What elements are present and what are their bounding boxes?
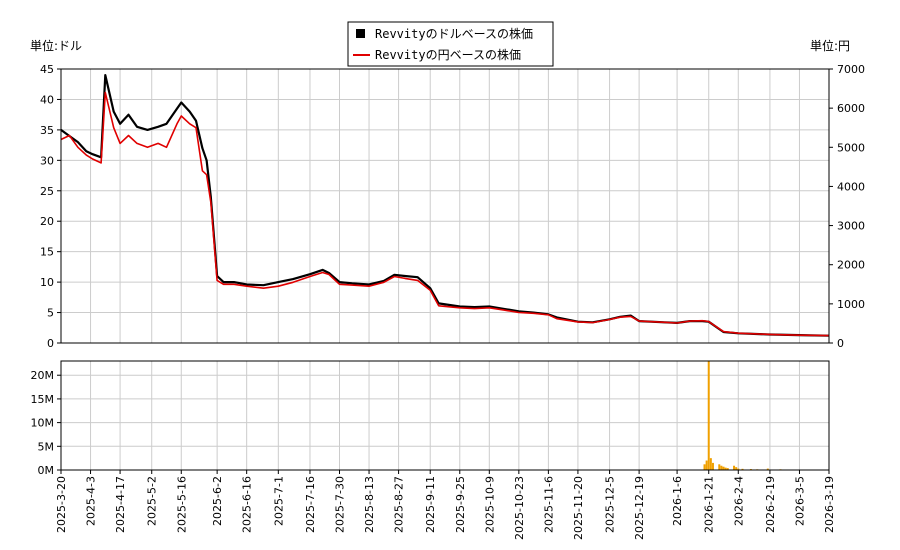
- x-tick-label: 2026-1-21: [703, 476, 716, 533]
- x-tick-label: 2025-3-20: [55, 476, 68, 533]
- left-tick-label: 10: [40, 276, 54, 289]
- plot-series: [60, 74, 830, 470]
- x-tick-label: 2025-7-1: [272, 476, 285, 526]
- x-tick-label: 2025-5-16: [175, 476, 188, 533]
- volume-plot-frame: [60, 360, 830, 471]
- legend: Revvityのドルベースの株価 Revvityの円ベースの株価: [347, 21, 554, 67]
- volume-bar: [726, 468, 729, 470]
- volume-bar: [737, 468, 740, 470]
- right-tick-label: 5000: [837, 141, 865, 154]
- axes: 2025-3-20 2025-4-3 2025-4-17 2025-5-2 2025-5…: [31, 63, 866, 540]
- volume-bar: [741, 468, 744, 470]
- legend-label-dollar: Revvityのドルベースの株価: [375, 26, 533, 41]
- x-tick-label: 2025-9-11: [424, 476, 437, 533]
- legend-marker-dollar: [356, 29, 365, 38]
- volume-tick-label: 20M: [31, 369, 55, 382]
- yen-price-line: [60, 91, 830, 337]
- volume-bar: [724, 467, 727, 470]
- volume-tick-label: 10M: [31, 417, 55, 430]
- x-tick-label: 2026-2-19: [764, 476, 777, 533]
- left-tick-label: 25: [40, 185, 54, 198]
- volume-tick-label: 15M: [31, 393, 55, 406]
- left-tick-label: 15: [40, 246, 54, 259]
- left-tick-label: 20: [40, 215, 54, 228]
- right-tick-label: 7000: [837, 63, 865, 76]
- volume-bar: [709, 458, 712, 470]
- x-tick-label: 2025-6-16: [241, 476, 254, 533]
- volume-bar: [733, 465, 736, 470]
- volume-bar: [722, 466, 725, 470]
- right-tick-label: 3000: [837, 220, 865, 233]
- x-tick-label: 2025-4-17: [114, 476, 127, 533]
- left-tick-label: 5: [47, 307, 54, 320]
- x-tick-label: 2025-11-20: [572, 476, 585, 540]
- left-tick-label: 0: [47, 337, 54, 350]
- volume-tick-label: 0M: [38, 464, 55, 477]
- volume-bar: [718, 464, 721, 470]
- x-tick-label: 2025-4-3: [85, 476, 98, 526]
- right-tick-label: 0: [837, 337, 844, 350]
- price-plot-frame: [60, 68, 830, 344]
- right-tick-label: 6000: [837, 102, 865, 115]
- x-tick-label: 2025-10-23: [513, 476, 526, 540]
- volume-tick-label: 5M: [38, 440, 55, 453]
- x-tick-label: 2026-3-5: [793, 476, 806, 526]
- left-tick-label: 35: [40, 124, 54, 137]
- volume-bar: [707, 361, 710, 470]
- right-tick-label: 1000: [837, 298, 865, 311]
- x-tick-label: 2025-11-6: [542, 476, 555, 533]
- x-tick-label: 2025-12-5: [604, 476, 617, 533]
- x-tick-label: 2025-7-16: [304, 476, 317, 533]
- volume-bar: [766, 468, 769, 470]
- left-unit-label: 単位:ドル: [30, 38, 82, 53]
- volume-bar: [703, 464, 706, 470]
- x-tick-label: 2025-8-13: [363, 476, 376, 533]
- x-tick-label: 2025-5-2: [146, 476, 159, 526]
- volume-bar: [735, 467, 738, 470]
- legend-box: [347, 21, 554, 67]
- x-tick-label: 2026-2-4: [732, 476, 745, 526]
- x-tick-label: 2025-10-9: [483, 476, 496, 533]
- right-tick-label: 2000: [837, 259, 865, 272]
- x-tick-label: 2025-6-2: [211, 476, 224, 526]
- x-tick-label: 2025-12-19: [633, 476, 646, 540]
- left-tick-label: 40: [40, 93, 54, 106]
- x-tick-label: 2026-3-19: [823, 476, 836, 533]
- x-tick-label: 2025-9-25: [454, 476, 467, 533]
- right-tick-label: 4000: [837, 180, 865, 193]
- x-tick-label: 2025-7-30: [334, 476, 347, 533]
- right-unit-label: 単位:円: [810, 38, 850, 53]
- legend-label-yen: Revvityの円ベースの株価: [375, 47, 521, 62]
- volume-bar: [711, 462, 714, 470]
- left-tick-label: 30: [40, 154, 54, 167]
- x-tick-label: 2025-8-27: [393, 476, 406, 533]
- left-tick-label: 45: [40, 63, 54, 76]
- volume-bar: [705, 460, 708, 470]
- x-tick-label: 2026-1-6: [671, 476, 684, 526]
- grid-lines: [60, 68, 830, 471]
- dollar-price-line: [60, 74, 830, 337]
- volume-bar: [720, 465, 723, 470]
